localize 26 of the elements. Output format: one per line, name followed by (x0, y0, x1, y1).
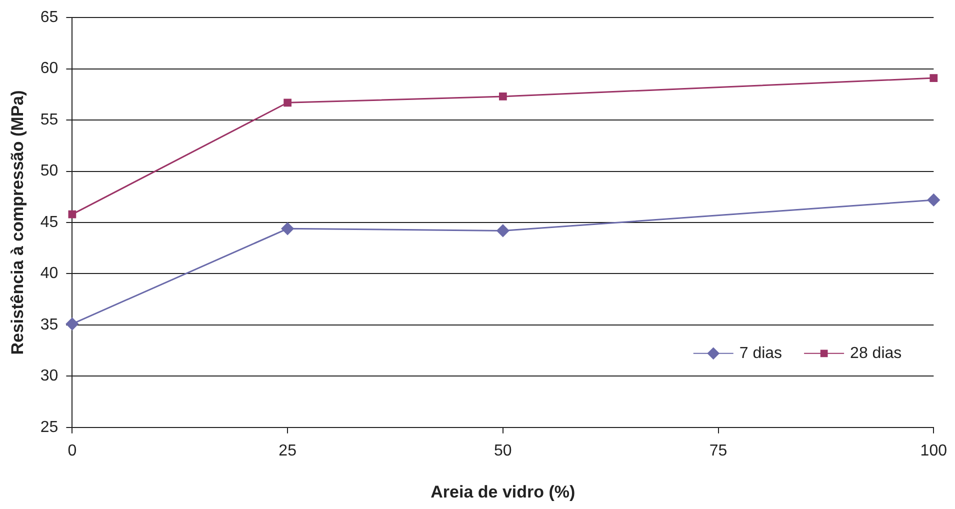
x-axis-title: Areia de vidro (%) (430, 482, 576, 502)
point (68, 210, 76, 218)
point (66, 318, 78, 330)
point (498, 92, 507, 100)
y-tick-label: 25 (40, 418, 58, 436)
x-tick-label: 75 (709, 442, 728, 460)
x-tick-label: 0 (68, 442, 77, 460)
y-axis-title: Resistência à compressão (MPa) (8, 90, 27, 355)
point (281, 222, 294, 235)
point (496, 224, 510, 237)
y-tick-label: 55 (40, 111, 58, 128)
y-tick-label: 45 (40, 214, 58, 231)
legend-label: 28 dias (850, 344, 902, 362)
point (927, 194, 940, 206)
y-tick-label: 35 (40, 316, 58, 334)
x-tick-label: 25 (278, 442, 297, 460)
legend-label: 7 dias (739, 344, 782, 362)
y-tick-label: 50 (40, 162, 58, 180)
y-tick-label: 65 (40, 9, 58, 26)
x-tick-label: 100 (920, 442, 948, 460)
point (284, 98, 292, 107)
x-tick-label: 50 (494, 442, 512, 460)
y-tick-label: 30 (40, 368, 58, 385)
y-tick-label: 40 (40, 265, 58, 282)
y-tick-label: 60 (40, 60, 58, 78)
point (930, 74, 938, 82)
